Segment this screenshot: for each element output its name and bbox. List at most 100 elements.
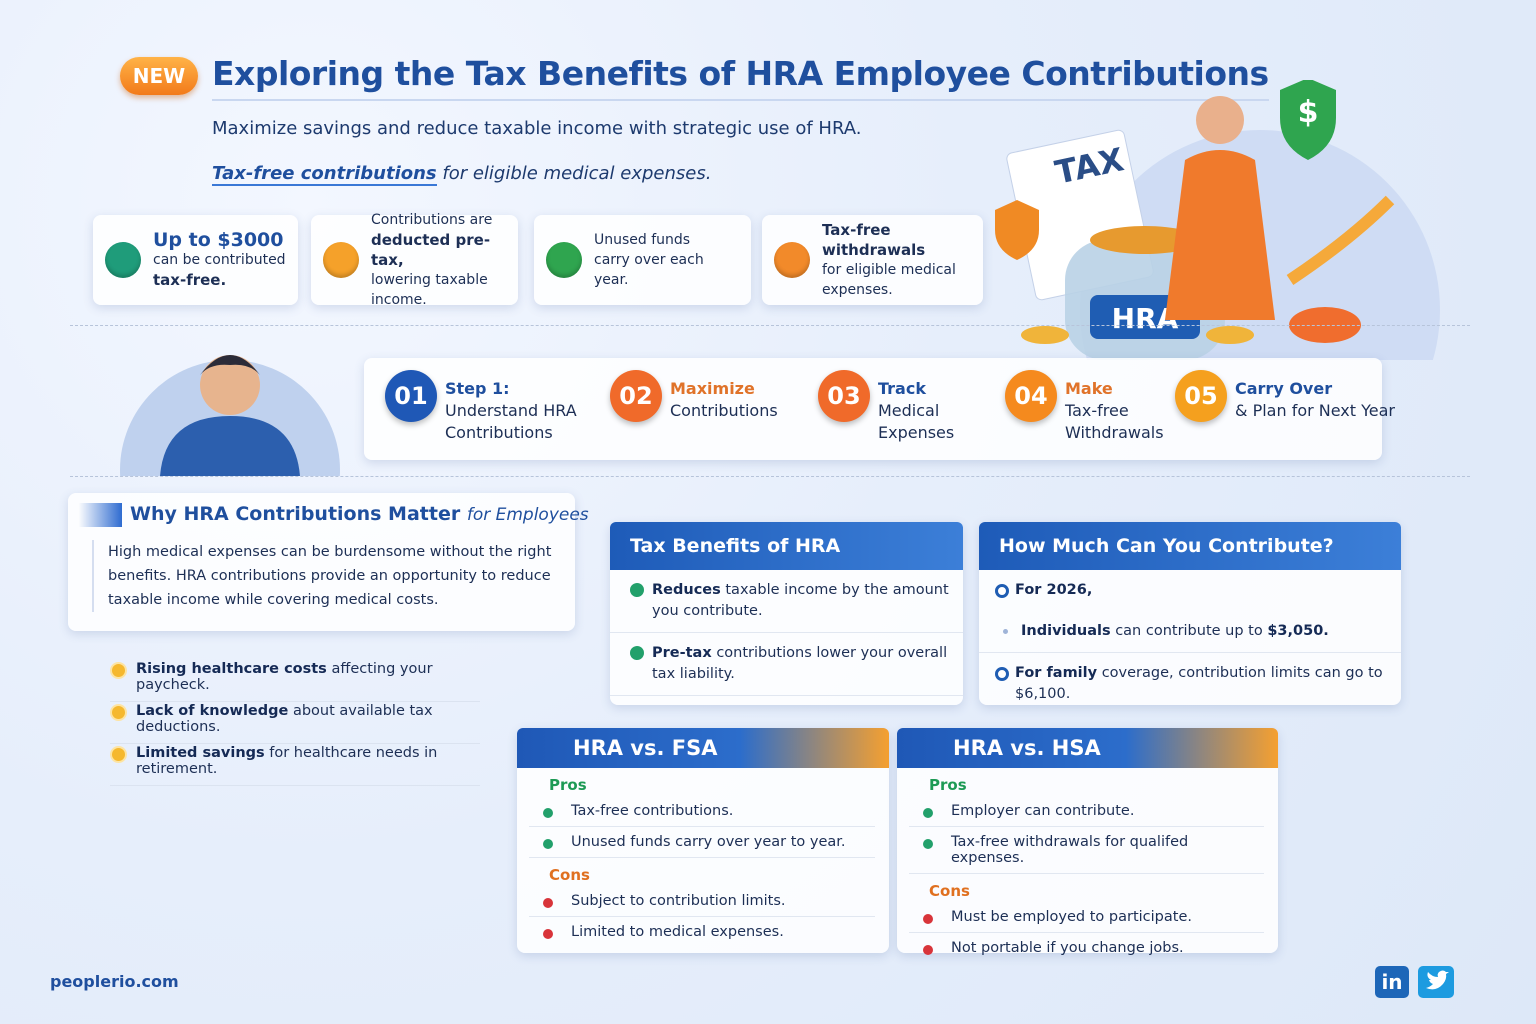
contribution-item: For 2026, — [979, 570, 1401, 611]
step-number: 04 — [1005, 370, 1057, 422]
twitter-icon[interactable] — [1418, 966, 1454, 998]
highlight-text: Tax-free withdrawals for eligible medical… — [822, 220, 971, 300]
text-segment: can contribute up to — [1115, 623, 1263, 639]
highlight-card: Up to $3000 can be contributed tax-free. — [93, 215, 298, 305]
pros-label: Pros — [929, 776, 967, 794]
bullet — [110, 662, 127, 679]
text-segment: for healthcare needs in retirement. — [136, 745, 438, 777]
pros-label: Pros — [549, 776, 587, 794]
highlight-line: deducted pre-tax, — [371, 231, 491, 269]
step: 04 Make Tax-free Withdrawals — [1005, 370, 1164, 444]
bullet — [1003, 629, 1008, 634]
step-number: 05 — [1175, 370, 1227, 422]
bullet — [110, 704, 127, 721]
pro-item: Tax-free contributions. — [529, 796, 875, 827]
why-point: Lack of knowledge about available tax de… — [110, 703, 480, 744]
why-point: Rising healthcare costs affecting your p… — [110, 661, 480, 702]
coins — [1021, 326, 1069, 344]
why-box — [68, 493, 575, 631]
text-segment: Rising healthcare costs — [136, 661, 327, 677]
step-line: Maximize — [670, 379, 755, 398]
step: 03 Track Medical Expenses — [818, 370, 954, 444]
step: 02 Maximize Contributions — [610, 370, 778, 422]
badge: NEW — [120, 57, 198, 95]
footer-site: peoplerio.com — [50, 972, 179, 991]
tax-benefit-item: Pre-tax contributions lower your overall… — [610, 633, 963, 696]
text-segment: affecting your paycheck. — [136, 661, 433, 693]
step-number: 02 — [610, 370, 662, 422]
tax-benefits-title: Tax Benefits of HRA — [610, 522, 963, 570]
check — [923, 839, 933, 849]
highlight-icon — [774, 242, 810, 278]
highlight-line: lowering taxable income. — [371, 272, 488, 308]
divider — [70, 476, 1470, 477]
divider — [70, 325, 1470, 326]
comparison-card: HRA vs. FSA Pros Tax-free contributions. Un… — [517, 728, 889, 953]
contribution-item: Individuals can contribute up to $3,050. — [979, 611, 1401, 653]
contribution-title: How Much Can You Contribute? — [979, 522, 1401, 570]
tax-benefits-items: Reduces taxable income by the amount you… — [610, 570, 963, 696]
text-segment: contributions lower your overall tax lia… — [652, 645, 948, 682]
contribution-items: For 2026, Individuals can contribute up … — [979, 570, 1401, 715]
step-line: Contributions — [445, 423, 553, 442]
person-shirt — [160, 416, 300, 476]
pro-text: Employer can contribute. — [951, 803, 1135, 819]
step: 05 Carry Over & Plan for Next Year — [1175, 370, 1395, 422]
person-head — [200, 355, 260, 415]
tax-benefit-item: Reduces taxable income by the amount you… — [610, 570, 963, 633]
con-text: Limited to medical expenses. — [571, 924, 784, 940]
highlight-line: Up to $3000 — [153, 229, 284, 251]
step-line: Withdrawals — [1065, 423, 1164, 442]
why-title-rest: for Employees — [466, 505, 589, 525]
linkedin-icon[interactable]: in — [1375, 966, 1409, 998]
con-text: Not portable if you change jobs. — [951, 940, 1184, 956]
comparison-title: HRA vs. FSA — [517, 728, 889, 768]
bullet — [110, 746, 127, 763]
text-segment: For 2026, — [1015, 582, 1093, 598]
step-number: 01 — [385, 370, 437, 422]
why-body: High medical expenses can be burdensome … — [92, 540, 562, 612]
check — [630, 583, 644, 597]
why-title-main: Why HRA Contributions Matter — [130, 503, 461, 525]
contribution-item: For family coverage, contribution limits… — [979, 653, 1401, 715]
con-text: Must be employed to participate. — [951, 909, 1192, 925]
step-text: Track Medical Expenses — [878, 370, 954, 444]
person-body — [1165, 150, 1275, 320]
text-segment: Individuals — [1021, 623, 1111, 639]
arrow — [1286, 195, 1395, 285]
check — [630, 646, 644, 660]
con-item: Limited to medical expenses. — [529, 917, 875, 947]
pro-text: Unused funds carry over year to year. — [571, 834, 846, 850]
worried-person — [120, 355, 340, 476]
check — [543, 839, 553, 849]
highlight-line: carry over each year. — [594, 252, 704, 288]
pro-item: Employer can contribute. — [909, 796, 1264, 827]
highlight-card: Contributions are deducted pre-tax, loweri… — [311, 212, 518, 308]
highlight-text: Up to $3000 can be contributed tax-free. — [153, 230, 286, 290]
pro-item: Unused funds carry over year to year. — [529, 827, 875, 858]
highlight-line: Contributions are — [371, 212, 493, 228]
cons-label: Cons — [549, 866, 590, 884]
shield-symbol: $ — [1298, 95, 1319, 130]
bullet — [995, 584, 1009, 598]
pro-text: Tax-free withdrawals for qualifed expens… — [951, 834, 1189, 866]
check — [923, 808, 933, 818]
tax-benefits-card: Tax Benefits of HRA Reduces taxable inco… — [610, 522, 963, 705]
text-segment: Limited savings — [136, 745, 265, 761]
highlight-text: Unused funds carry over each year. — [594, 230, 739, 290]
check — [543, 808, 553, 818]
heart — [923, 914, 933, 924]
highlight-icon — [105, 242, 141, 278]
step-line: Track — [878, 379, 926, 398]
highlight-line: tax-free. — [153, 271, 227, 289]
person-hair — [200, 355, 260, 375]
person-head — [1196, 96, 1244, 144]
highlight-line: for eligible medical expenses. — [822, 262, 956, 298]
highlight-line: can be contributed — [153, 252, 286, 268]
shield — [1280, 80, 1336, 160]
pro-item: Tax-free withdrawals for qualifed expens… — [909, 827, 1264, 874]
step-line: Step 1: — [445, 379, 510, 398]
heart — [543, 898, 553, 908]
step-line: Medical — [878, 401, 940, 420]
highlight-icon — [323, 242, 359, 278]
